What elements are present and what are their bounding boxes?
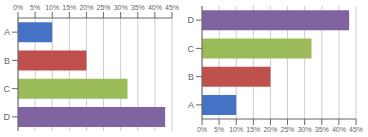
svg-text:B: B	[8, 56, 10, 66]
svg-text:D: D	[188, 15, 195, 25]
svg-text:40%: 40%	[148, 4, 162, 11]
svg-text:10%: 10%	[229, 126, 243, 133]
svg-text:20%: 20%	[79, 4, 93, 11]
svg-text:5%: 5%	[214, 126, 224, 133]
svg-text:C: C	[8, 84, 11, 94]
svg-text:5%: 5%	[30, 4, 40, 11]
svg-text:A: A	[188, 100, 194, 110]
svg-text:A: A	[8, 27, 10, 37]
svg-text:C: C	[188, 44, 195, 54]
svg-text:0%: 0%	[13, 4, 23, 11]
svg-text:40%: 40%	[332, 126, 346, 133]
svg-text:45%: 45%	[165, 4, 179, 11]
svg-text:D: D	[8, 112, 11, 122]
svg-text:0%: 0%	[197, 126, 207, 133]
svg-text:35%: 35%	[315, 126, 329, 133]
svg-text:20%: 20%	[263, 126, 277, 133]
svg-text:10%: 10%	[45, 4, 59, 11]
svg-text:25%: 25%	[97, 4, 111, 11]
svg-text:25%: 25%	[281, 126, 295, 133]
svg-text:35%: 35%	[131, 4, 145, 11]
svg-text:15%: 15%	[246, 126, 260, 133]
svg-text:B: B	[188, 72, 194, 82]
svg-text:30%: 30%	[114, 4, 128, 11]
svg-text:45%: 45%	[349, 126, 360, 133]
svg-text:15%: 15%	[62, 4, 76, 11]
svg-text:30%: 30%	[298, 126, 312, 133]
